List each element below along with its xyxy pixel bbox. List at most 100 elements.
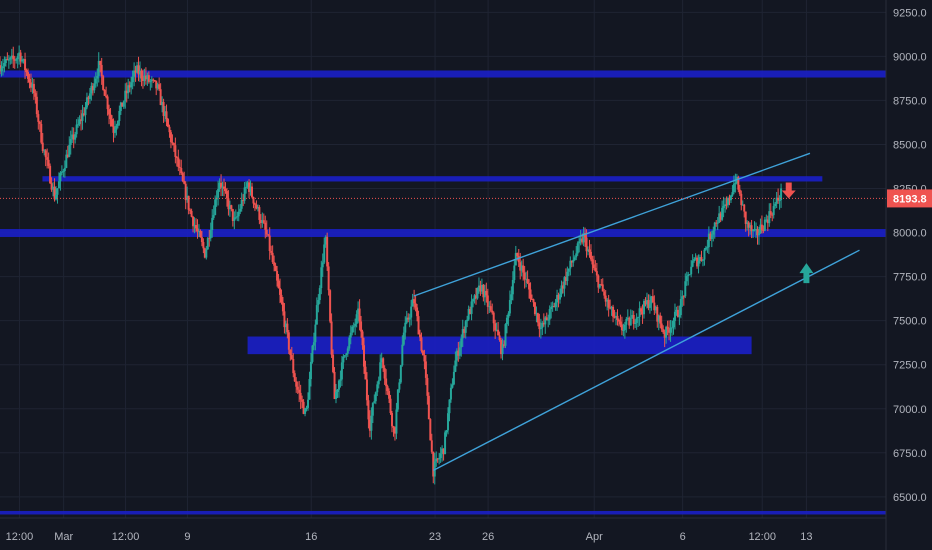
candle-body: [255, 204, 258, 209]
candle-body: [616, 315, 619, 320]
candle-body: [311, 345, 314, 362]
candle-body: [588, 249, 591, 252]
candle-body: [620, 324, 623, 331]
candle-body: [239, 208, 242, 212]
candle-body: [508, 300, 511, 314]
trendline-1[interactable]: [432, 249, 860, 472]
candle-body: [538, 322, 541, 330]
candle-body: [458, 347, 461, 356]
candle-body: [289, 349, 292, 356]
candle-body: [550, 307, 553, 310]
candle-body: [223, 186, 226, 189]
candle-body: [643, 300, 646, 315]
candle-body: [329, 290, 332, 322]
candle-body: [544, 317, 547, 325]
candle-body: [641, 311, 644, 315]
candle-body: [360, 321, 363, 332]
candle-body: [407, 317, 410, 320]
candle-body: [296, 386, 299, 390]
candle-body: [520, 265, 523, 271]
candle-body: [221, 186, 224, 188]
candle-body: [556, 294, 559, 303]
zone-1[interactable]: [42, 176, 823, 182]
candle-body: [410, 306, 413, 318]
price-axis[interactable]: 6500.0 6750.0 7000.0 7250.0 7500.0 7750.0 8000…: [885, 0, 932, 550]
candle-body: [455, 350, 458, 361]
candle-body: [3, 63, 6, 67]
candle-body: [760, 224, 763, 231]
candle-body: [335, 391, 338, 399]
candle-body: [240, 200, 243, 209]
candle-body: [6, 59, 9, 61]
candle-body: [775, 197, 778, 204]
candle-body: [118, 110, 121, 122]
candle-body: [651, 296, 654, 303]
candle-body: [189, 209, 192, 211]
candle-body: [192, 216, 195, 227]
candle-body: [581, 238, 584, 243]
candle-body: [261, 220, 264, 223]
zone-3[interactable]: [247, 336, 752, 355]
candle-body: [644, 300, 647, 305]
candle-body: [694, 257, 697, 260]
candle-body: [116, 121, 119, 126]
candle-body: [305, 407, 308, 409]
candle-body: [673, 311, 676, 321]
candle-body: [597, 275, 600, 288]
candle-body: [41, 142, 44, 151]
candle-body: [57, 181, 60, 189]
candle-body: [21, 60, 24, 62]
candle-body: [746, 222, 749, 224]
direction-markers: [781, 182, 814, 284]
sell-arrow-icon[interactable]: [781, 182, 796, 199]
candle-body: [738, 189, 741, 194]
candle-body: [505, 317, 508, 325]
candle-body: [740, 193, 743, 206]
y-tick-label: 6750.0: [893, 448, 927, 460]
candle-body: [595, 271, 598, 276]
candle-body: [523, 272, 526, 280]
candle-body: [729, 195, 732, 201]
zone-0[interactable]: [0, 70, 886, 78]
trendline-0[interactable]: [413, 152, 811, 297]
candle-body: [124, 90, 127, 102]
candle-body: [209, 230, 212, 239]
zone-4[interactable]: [0, 510, 886, 515]
candle-body: [15, 59, 18, 61]
candle-body: [678, 315, 681, 317]
candle-body: [152, 79, 155, 81]
candle-body: [563, 277, 566, 289]
candle-body: [121, 102, 124, 107]
candle-body: [284, 323, 287, 328]
candle-body: [672, 320, 675, 328]
candle-body: [615, 315, 618, 318]
candle-body: [22, 59, 25, 61]
candle-body: [4, 59, 7, 64]
candle-body: [724, 204, 727, 207]
candle-body: [234, 217, 237, 219]
candle-body: [147, 75, 150, 82]
candle-body: [545, 317, 548, 321]
candle-body: [97, 60, 100, 76]
candle-body: [768, 211, 771, 224]
candle-body: [653, 302, 656, 311]
candle-body: [405, 317, 408, 323]
candle-body: [693, 259, 696, 262]
candle-body: [52, 186, 55, 190]
candle-body: [569, 260, 572, 269]
time-axis[interactable]: 12:00 Mar 12:00 9 16 23 26 Apr 6 12:00 13: [0, 517, 886, 543]
candle-body: [259, 219, 262, 223]
candle-body: [280, 294, 283, 303]
y-tick-label: 7750.0: [893, 272, 927, 284]
candle-body: [579, 238, 582, 242]
candle-body: [386, 386, 389, 392]
x-tick-label: 12:00: [6, 531, 34, 543]
y-tick-label: 8000.0: [893, 228, 927, 240]
buy-arrow-icon[interactable]: [799, 263, 814, 284]
candle-body: [414, 303, 417, 308]
candle-body: [68, 144, 71, 157]
zone-2[interactable]: [0, 229, 886, 237]
